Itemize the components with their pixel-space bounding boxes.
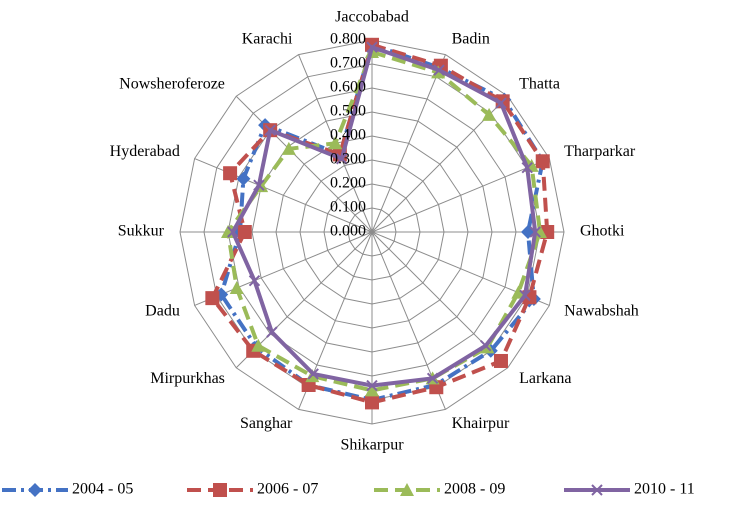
data-point [366,41,378,53]
data-point [495,97,507,109]
data-point [223,166,238,181]
data-point [479,339,492,352]
data-point [365,383,379,397]
y-tick-label: 0.500 [330,103,366,120]
y-tick-label: 0.300 [330,151,366,168]
category-label: Tharparkar [564,143,636,160]
series-line [230,44,538,388]
data-point [535,154,550,169]
category-label: Hyderabad [110,143,180,160]
legend-marker [28,483,42,497]
legend-label: 2008 - 09 [444,481,505,498]
y-tick-label: 0.100 [330,199,366,216]
category-label: Mirpurkhas [150,370,225,387]
data-point [229,281,244,295]
category-label: Sanghar [240,415,293,432]
data-point [482,107,497,121]
spoke [371,54,446,233]
category-label: Badin [452,31,490,48]
data-point [335,153,348,165]
data-point [281,141,296,155]
category-label: Thatta [519,76,560,93]
y-tick-label: 0.000 [330,223,366,240]
data-point [248,274,261,287]
data-point [366,379,378,392]
legend-label: 2004 - 05 [72,481,133,498]
data-point [221,225,235,238]
category-label: Ghotki [580,223,625,240]
spoke [371,158,550,233]
y-tick-label: 0.400 [330,127,366,144]
category-label: Jaccobabad [335,9,409,26]
data-point [511,285,526,299]
legend-marker [213,483,227,497]
data-point [521,162,533,174]
category-label: Karachi [242,31,293,48]
data-point [307,368,319,380]
data-point [227,226,239,238]
legend-marker [591,484,603,496]
data-point [251,338,266,352]
data-point [205,291,220,306]
spoke [235,95,373,233]
y-tick-label: 0.600 [330,79,366,96]
data-point [519,289,531,302]
y-tick-label: 0.700 [330,55,366,72]
data-point [253,179,265,191]
legend-label: 2006 - 07 [257,481,318,498]
category-label: Nowsheroferoze [119,76,225,93]
data-point [426,372,439,385]
data-point [237,225,252,239]
data-point [529,226,541,238]
category-label: Larkana [519,370,571,387]
category-label: Nawabshah [564,302,639,319]
data-point [365,395,379,410]
category-label: Dadu [145,302,180,319]
data-point [236,171,251,186]
legend-marker [400,483,414,496]
data-point [328,136,343,150]
category-label: Khairpur [452,415,510,432]
category-label: Shikarpur [340,437,404,454]
y-tick-label: 0.200 [330,175,366,192]
data-point [264,124,276,136]
spoke [194,158,373,233]
data-point [266,326,278,338]
data-point [433,64,445,76]
data-point [493,353,508,368]
legend-label: 2010 - 11 [634,481,695,498]
y-tick-label: 0.800 [330,31,366,48]
category-label: Sukkur [118,223,165,240]
series-line [225,49,543,393]
